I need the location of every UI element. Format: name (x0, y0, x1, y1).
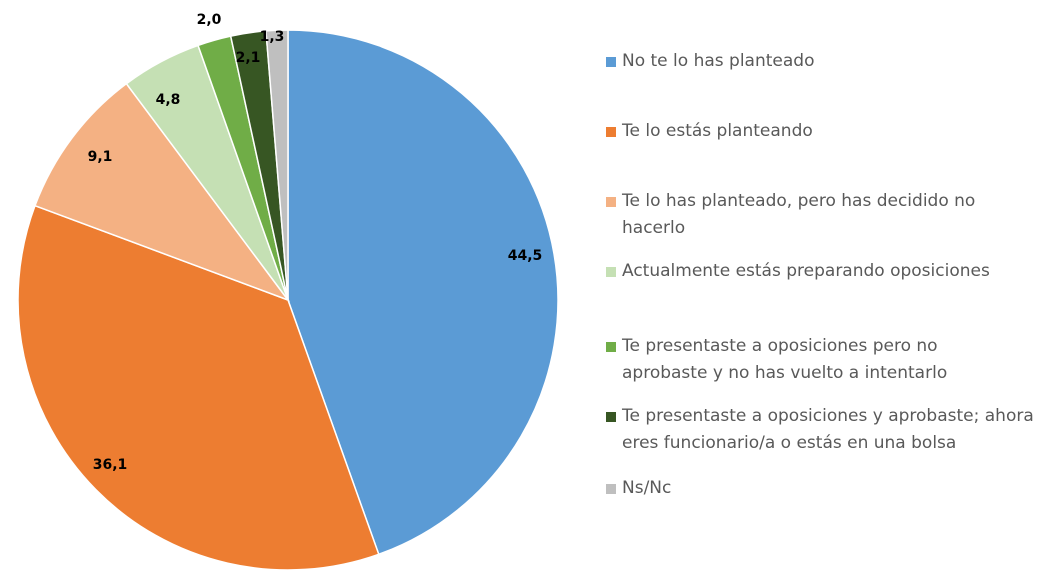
data-label: 2,0 (197, 12, 222, 28)
legend-item: Te lo estás planteando (606, 118, 1036, 145)
legend-label: Te presentaste a oposiciones y aprobaste… (622, 406, 1034, 453)
legend-item: Te presentaste a oposiciones y aprobaste… (606, 403, 1036, 457)
legend-label: Te lo has planteado, pero has decidido n… (622, 191, 976, 238)
legend-label: Ns/Nc (622, 478, 672, 498)
legend-label: Actualmente estás preparando oposiciones (622, 261, 990, 281)
data-label: 2,1 (236, 50, 261, 66)
legend-item: Ns/Nc (606, 475, 1036, 502)
data-label: 44,5 (508, 248, 543, 264)
legend-item: Actualmente estás preparando oposiciones (606, 258, 1036, 285)
legend-item: No te lo has planteado (606, 48, 1036, 75)
legend-label: Te presentaste a oposiciones pero no apr… (622, 336, 948, 383)
pie-slice (34, 82, 291, 302)
data-label: 9,1 (88, 149, 113, 165)
legend-swatch (606, 484, 616, 494)
legend-swatch (606, 57, 616, 67)
pie-slice (287, 29, 559, 556)
data-label: 4,8 (156, 92, 181, 108)
legend-swatch (606, 197, 616, 207)
legend-swatch (606, 342, 616, 352)
legend-swatch (606, 267, 616, 277)
legend-swatch (606, 412, 616, 422)
legend-label: No te lo has planteado (622, 51, 815, 71)
legend-item: Te presentaste a oposiciones pero no apr… (606, 333, 1036, 387)
legend-label: Te lo estás planteando (622, 121, 813, 141)
legend-swatch (606, 127, 616, 137)
pie-slice (17, 204, 380, 571)
data-label: 36,1 (93, 457, 128, 473)
legend-item: Te lo has planteado, pero has decidido n… (606, 188, 1036, 242)
chart: 44,5 36,1 9,1 4,8 2,0 2,1 1,3 (17, 12, 559, 571)
pie-slice (265, 29, 289, 301)
data-label: 1,3 (260, 29, 285, 45)
